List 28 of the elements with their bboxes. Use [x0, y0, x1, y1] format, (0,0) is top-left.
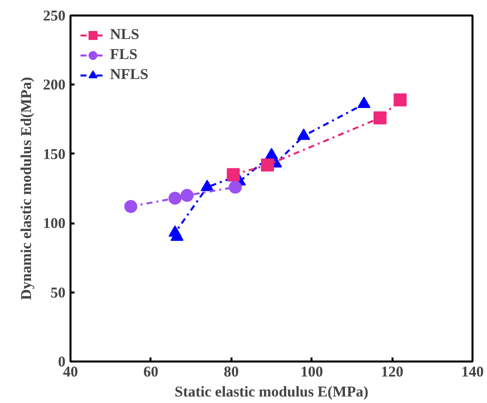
y-tick-label: 250	[43, 8, 66, 24]
point	[297, 128, 310, 140]
x-tick-label: 40	[63, 364, 78, 380]
y-tick-label: 50	[50, 285, 66, 302]
x-tick-label: 80	[224, 364, 239, 380]
point	[168, 225, 182, 237]
x-tick-label: 100	[300, 364, 323, 380]
y-tick-label: 200	[43, 78, 66, 94]
point	[260, 158, 274, 172]
point	[200, 180, 214, 192]
y-tick-label: 0	[58, 354, 66, 370]
point	[374, 111, 387, 124]
x-axis-title: Static elastic modulus E(MPa)	[174, 384, 368, 400]
x-tick-label: 60	[143, 364, 158, 380]
x-tick-label: 140	[461, 364, 484, 380]
y-tick-label: 100	[43, 216, 66, 232]
point	[180, 188, 194, 202]
legend-label: FLS	[110, 46, 138, 64]
point	[394, 93, 407, 106]
point	[357, 96, 370, 108]
legend-label: NLS	[110, 26, 140, 44]
point	[228, 180, 242, 194]
x-tick-label: 120	[380, 364, 404, 380]
legend-label: NFLS	[110, 66, 148, 84]
point	[124, 200, 138, 213]
y-tick-label: 150	[43, 146, 66, 163]
point	[168, 192, 182, 205]
y-axis-title: Dynamic elastic modulus Ed(MPa)	[19, 77, 35, 300]
